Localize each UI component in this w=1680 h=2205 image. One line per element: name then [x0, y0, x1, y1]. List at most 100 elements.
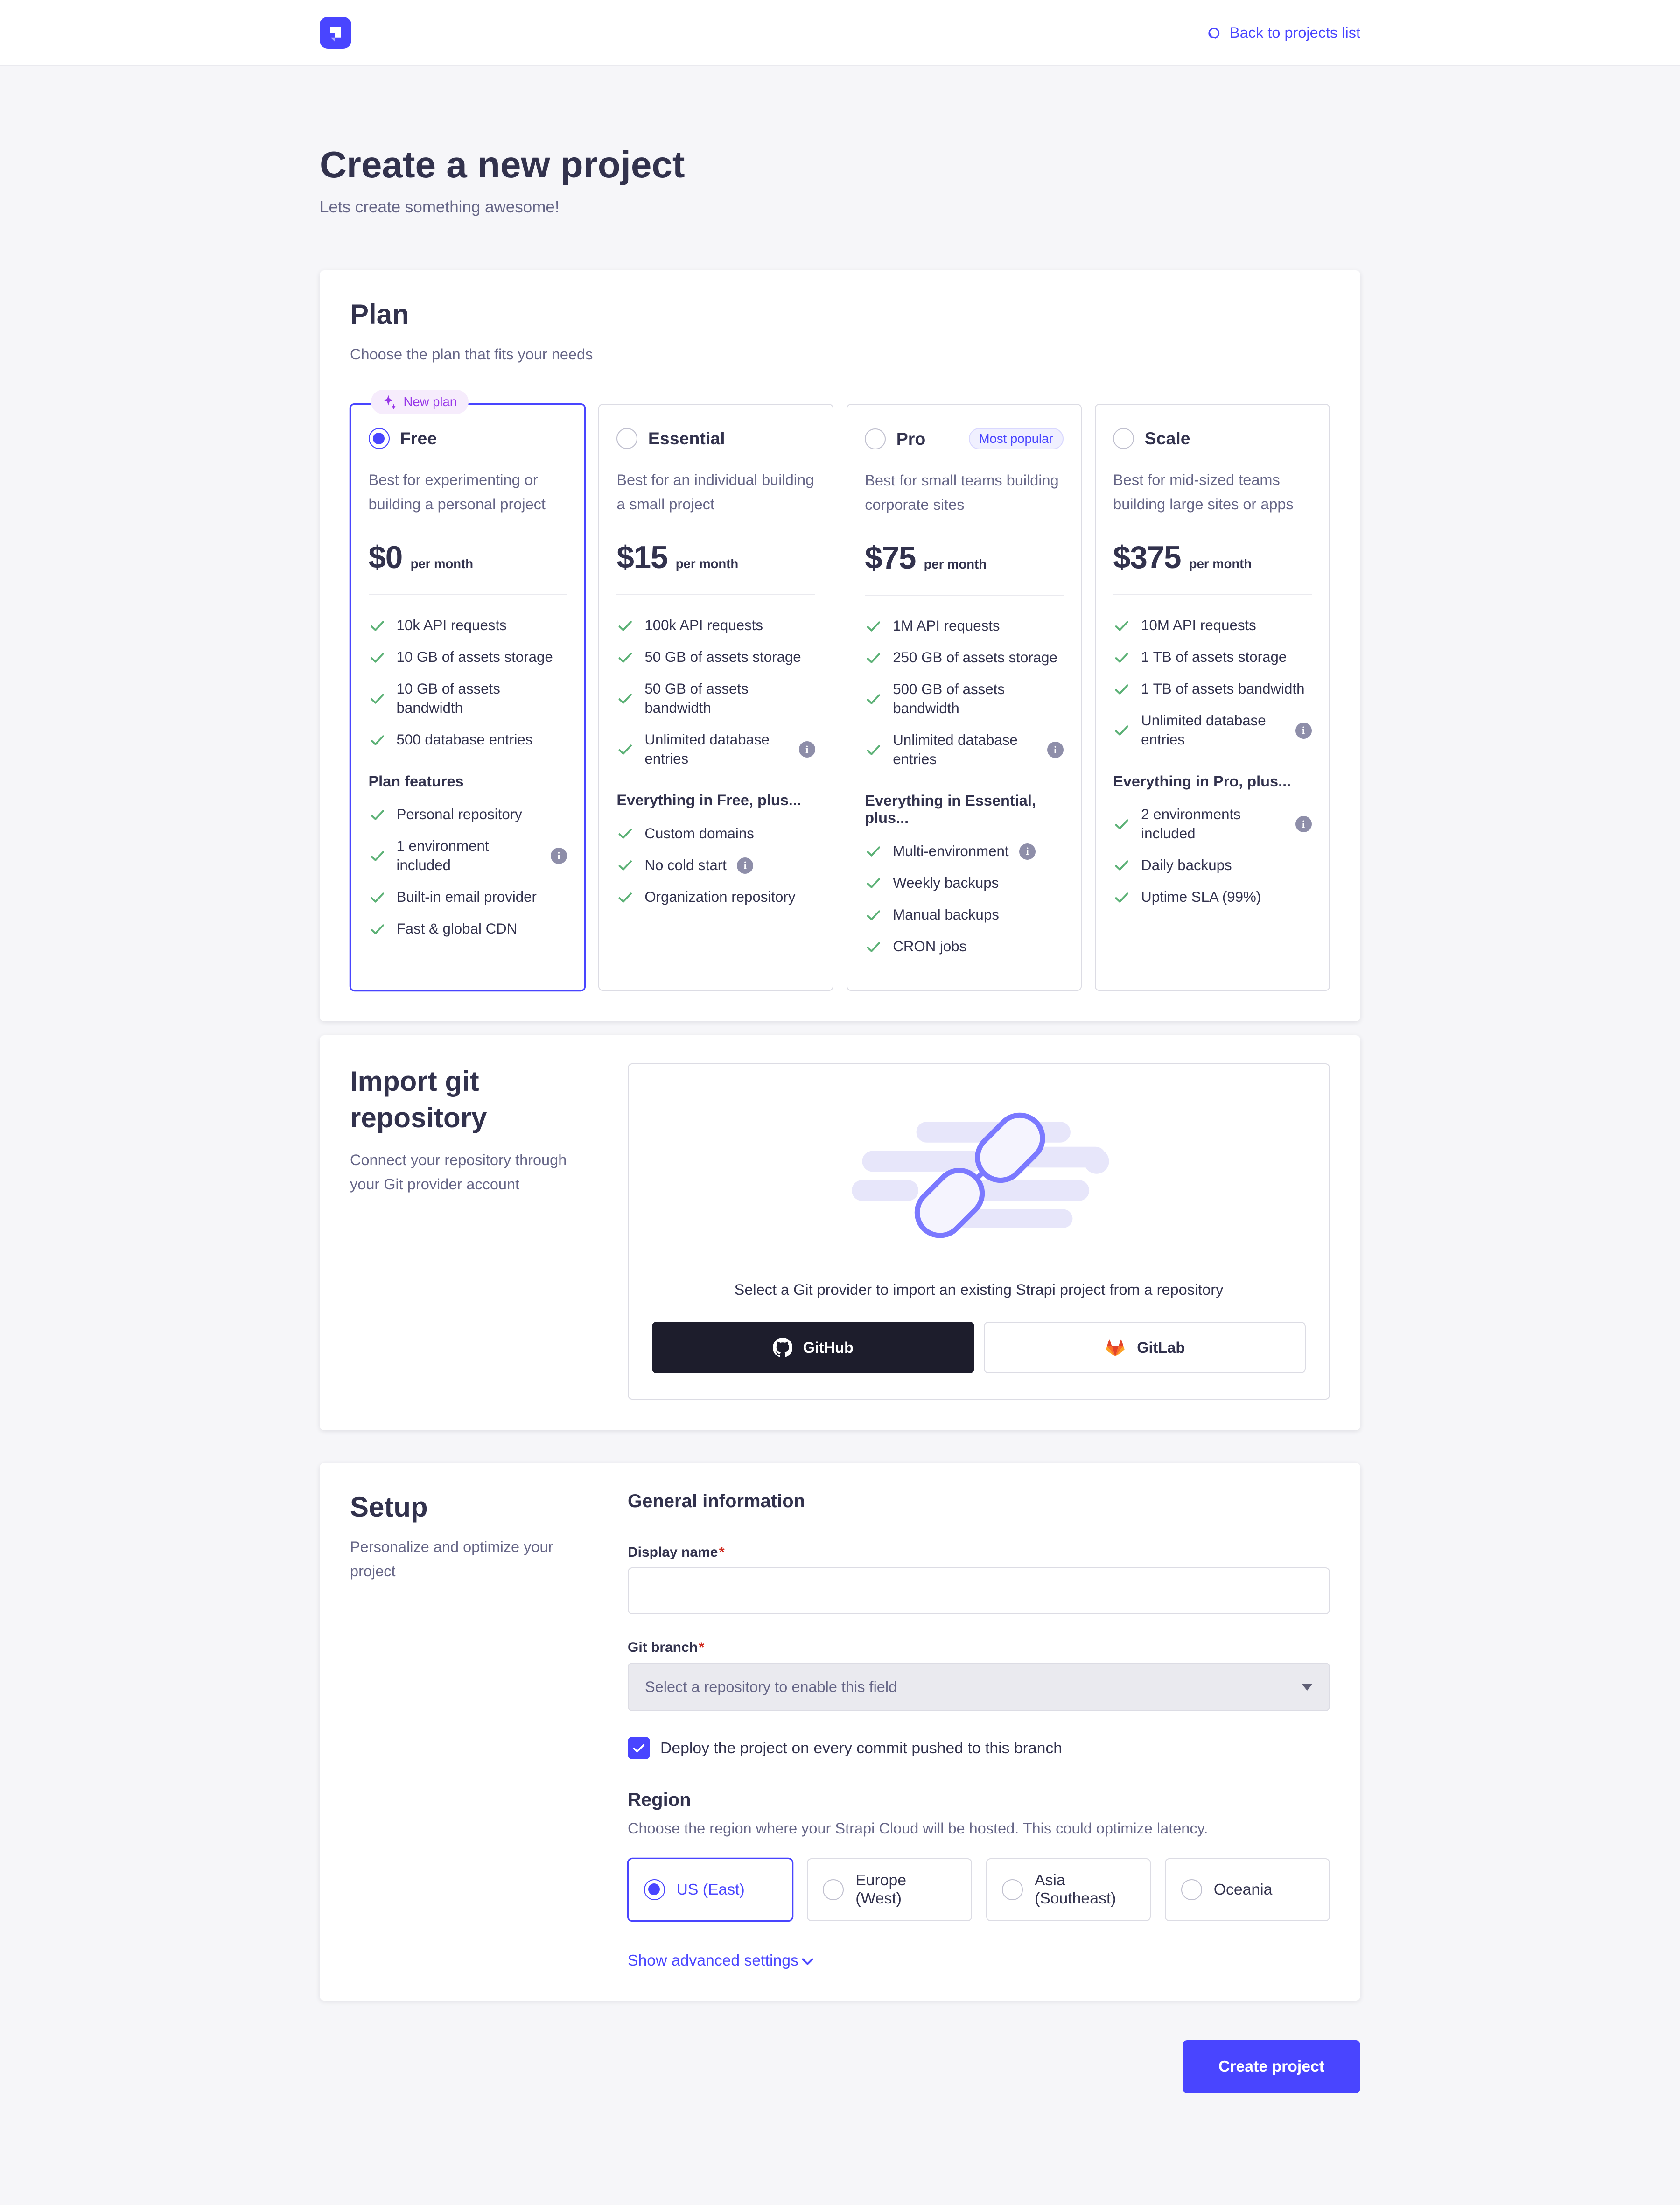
check-icon: [369, 847, 386, 865]
plan-feature-item: Built-in email provider: [369, 888, 567, 907]
plan-radio-pro[interactable]: [865, 428, 886, 449]
plan-card-free[interactable]: New plan Free Best for experimenting or bu…: [350, 389, 586, 991]
info-icon[interactable]: i: [550, 848, 567, 864]
check-icon: [369, 731, 386, 749]
create-project-button[interactable]: Create project: [1183, 2040, 1360, 2093]
plan-feature-label: 250 GB of assets storage: [893, 649, 1057, 666]
check-icon: [1113, 681, 1131, 698]
plan-feature-label: CRON jobs: [893, 938, 967, 955]
import-section-title: Import git repository: [350, 1066, 487, 1134]
check-icon: [1113, 649, 1131, 667]
info-icon[interactable]: i: [798, 741, 815, 758]
check-icon: [1113, 889, 1131, 906]
check-icon: [1113, 815, 1131, 833]
plan-radio-free[interactable]: [368, 428, 390, 449]
plan-usage-features: 10k API requests 10 GB of assets storage 1…: [369, 616, 567, 750]
chain-link-illustration: [833, 1095, 1125, 1256]
region-radio[interactable]: [1002, 1879, 1023, 1900]
region-option-oceania[interactable]: Oceania: [1165, 1858, 1330, 1921]
plan-card-scale[interactable]: Scale Best for mid-sized teams building l…: [1094, 404, 1330, 991]
info-icon[interactable]: i: [737, 857, 754, 874]
plan-feature-item: 1 TB of assets storage: [1113, 648, 1311, 667]
check-icon: [616, 617, 634, 635]
check-icon: [865, 906, 882, 924]
info-icon[interactable]: i: [1047, 742, 1064, 758]
plan-extra-features: Multi-environment i Weekly backups Manual b…: [865, 842, 1063, 956]
plan-group-title: Everything in Pro, plus...: [1113, 772, 1291, 790]
plan-group-title: Everything in Essential, plus...: [865, 792, 1036, 827]
plan-section-subtitle: Choose the plan that fits your needs: [350, 346, 593, 363]
plan-description: Best for small teams building corporate …: [865, 472, 1059, 513]
plan-feature-label: 10 GB of assets storage: [396, 649, 553, 666]
price-period: per month: [675, 556, 739, 571]
plan-radio-essential[interactable]: [616, 428, 638, 449]
plan-description: Best for an individual building a small …: [616, 471, 814, 513]
plan-extra-features: Personal repository 1 environment include…: [369, 805, 567, 939]
info-icon[interactable]: i: [1295, 816, 1312, 833]
plan-feature-item: Fast & global CDN: [369, 920, 567, 939]
plan-feature-label: Daily backups: [1141, 857, 1232, 873]
region-title: Region: [628, 1789, 691, 1810]
region-option-us-east[interactable]: US (East): [628, 1858, 793, 1921]
deploy-on-commit-row[interactable]: Deploy the project on every commit pushe…: [628, 1737, 1330, 1759]
region-radio[interactable]: [644, 1879, 665, 1900]
check-icon: [1113, 617, 1131, 635]
region-radio[interactable]: [1181, 1879, 1202, 1900]
check-icon: [865, 843, 882, 860]
check-icon: [865, 618, 882, 635]
import-section-subtitle: Connect your repository through your Git…: [350, 1152, 567, 1193]
caret-down-icon: [1302, 1683, 1313, 1691]
check-icon: [616, 889, 634, 906]
setup-section-subtitle: Personalize and optimize your project: [350, 1538, 553, 1580]
plan-feature-item: Unlimited database entries i: [1113, 711, 1312, 749]
plan-feature-item: Manual backups: [865, 906, 1063, 925]
most-popular-badge: Most popular: [968, 428, 1064, 449]
display-name-input[interactable]: [628, 1567, 1330, 1615]
required-asterisk: *: [719, 1545, 725, 1560]
region-option-europe-west[interactable]: Europe (West): [806, 1858, 972, 1921]
plan-card-essential[interactable]: Essential Best for an individual building…: [598, 404, 834, 991]
git-branch-select[interactable]: Select a repository to enable this field: [628, 1663, 1330, 1712]
plan-feature-label: Multi-environment: [893, 843, 1009, 859]
gitlab-button[interactable]: GitLab: [983, 1322, 1306, 1374]
plan-feature-label: 10M API requests: [1141, 617, 1256, 633]
region-options: US (East) Europe (West) Asia (Southeast) Oc…: [628, 1858, 1330, 1921]
region-label: Asia (Southeast): [1035, 1871, 1116, 1908]
region-radio[interactable]: [823, 1879, 844, 1900]
plan-feature-label: 1 TB of assets storage: [1141, 649, 1287, 666]
display-name-label: Display name *: [628, 1545, 725, 1560]
plan-feature-label: Fast & global CDN: [396, 920, 518, 937]
plan-name: Pro: [896, 428, 926, 449]
info-icon[interactable]: i: [1019, 843, 1036, 860]
git-branch-placeholder: Select a repository to enable this field: [645, 1678, 897, 1695]
plan-feature-label: Weekly backups: [893, 874, 999, 891]
deploy-on-commit-checkbox[interactable]: [628, 1737, 650, 1759]
checkmark-icon: [633, 1744, 644, 1753]
plan-feature-label: 1 environment included: [396, 838, 489, 873]
github-button[interactable]: GitHub: [652, 1322, 974, 1374]
plan-feature-item: Unlimited database entries i: [865, 731, 1064, 769]
divider: [616, 594, 815, 595]
plan-feature-label: No cold start: [644, 857, 727, 873]
page-subtitle: Lets create something awesome!: [320, 198, 560, 216]
plan-price: $15 per month: [616, 540, 815, 576]
back-to-projects-link[interactable]: Back to projects list: [1206, 24, 1360, 42]
show-advanced-settings-link[interactable]: Show advanced settings: [628, 1952, 813, 1970]
plan-feature-label: 1M API requests: [893, 618, 1000, 634]
plan-feature-item: 1 environment included i: [369, 837, 567, 875]
plan-card-pro[interactable]: Pro Most popular Best for small teams buil…: [846, 404, 1082, 991]
plan-feature-label: Unlimited database entries: [644, 731, 770, 767]
plan-radio-scale[interactable]: [1113, 428, 1134, 449]
divider: [865, 595, 1064, 596]
check-icon: [616, 857, 634, 874]
plan-feature-item: Unlimited database entries i: [616, 730, 815, 768]
region-option-asia-southeast[interactable]: Asia (Southeast): [986, 1858, 1151, 1921]
check-icon: [616, 690, 634, 708]
plan-feature-label: 500 database entries: [396, 731, 533, 748]
page-title: Create a new project: [320, 144, 685, 185]
plan-description: Best for mid-sized teams building large …: [1113, 471, 1294, 513]
info-icon[interactable]: i: [1295, 722, 1312, 739]
plan-feature-label: 1 TB of assets bandwidth: [1141, 681, 1305, 697]
plan-feature-item: 250 GB of assets storage: [865, 648, 1063, 667]
check-icon: [865, 938, 882, 956]
